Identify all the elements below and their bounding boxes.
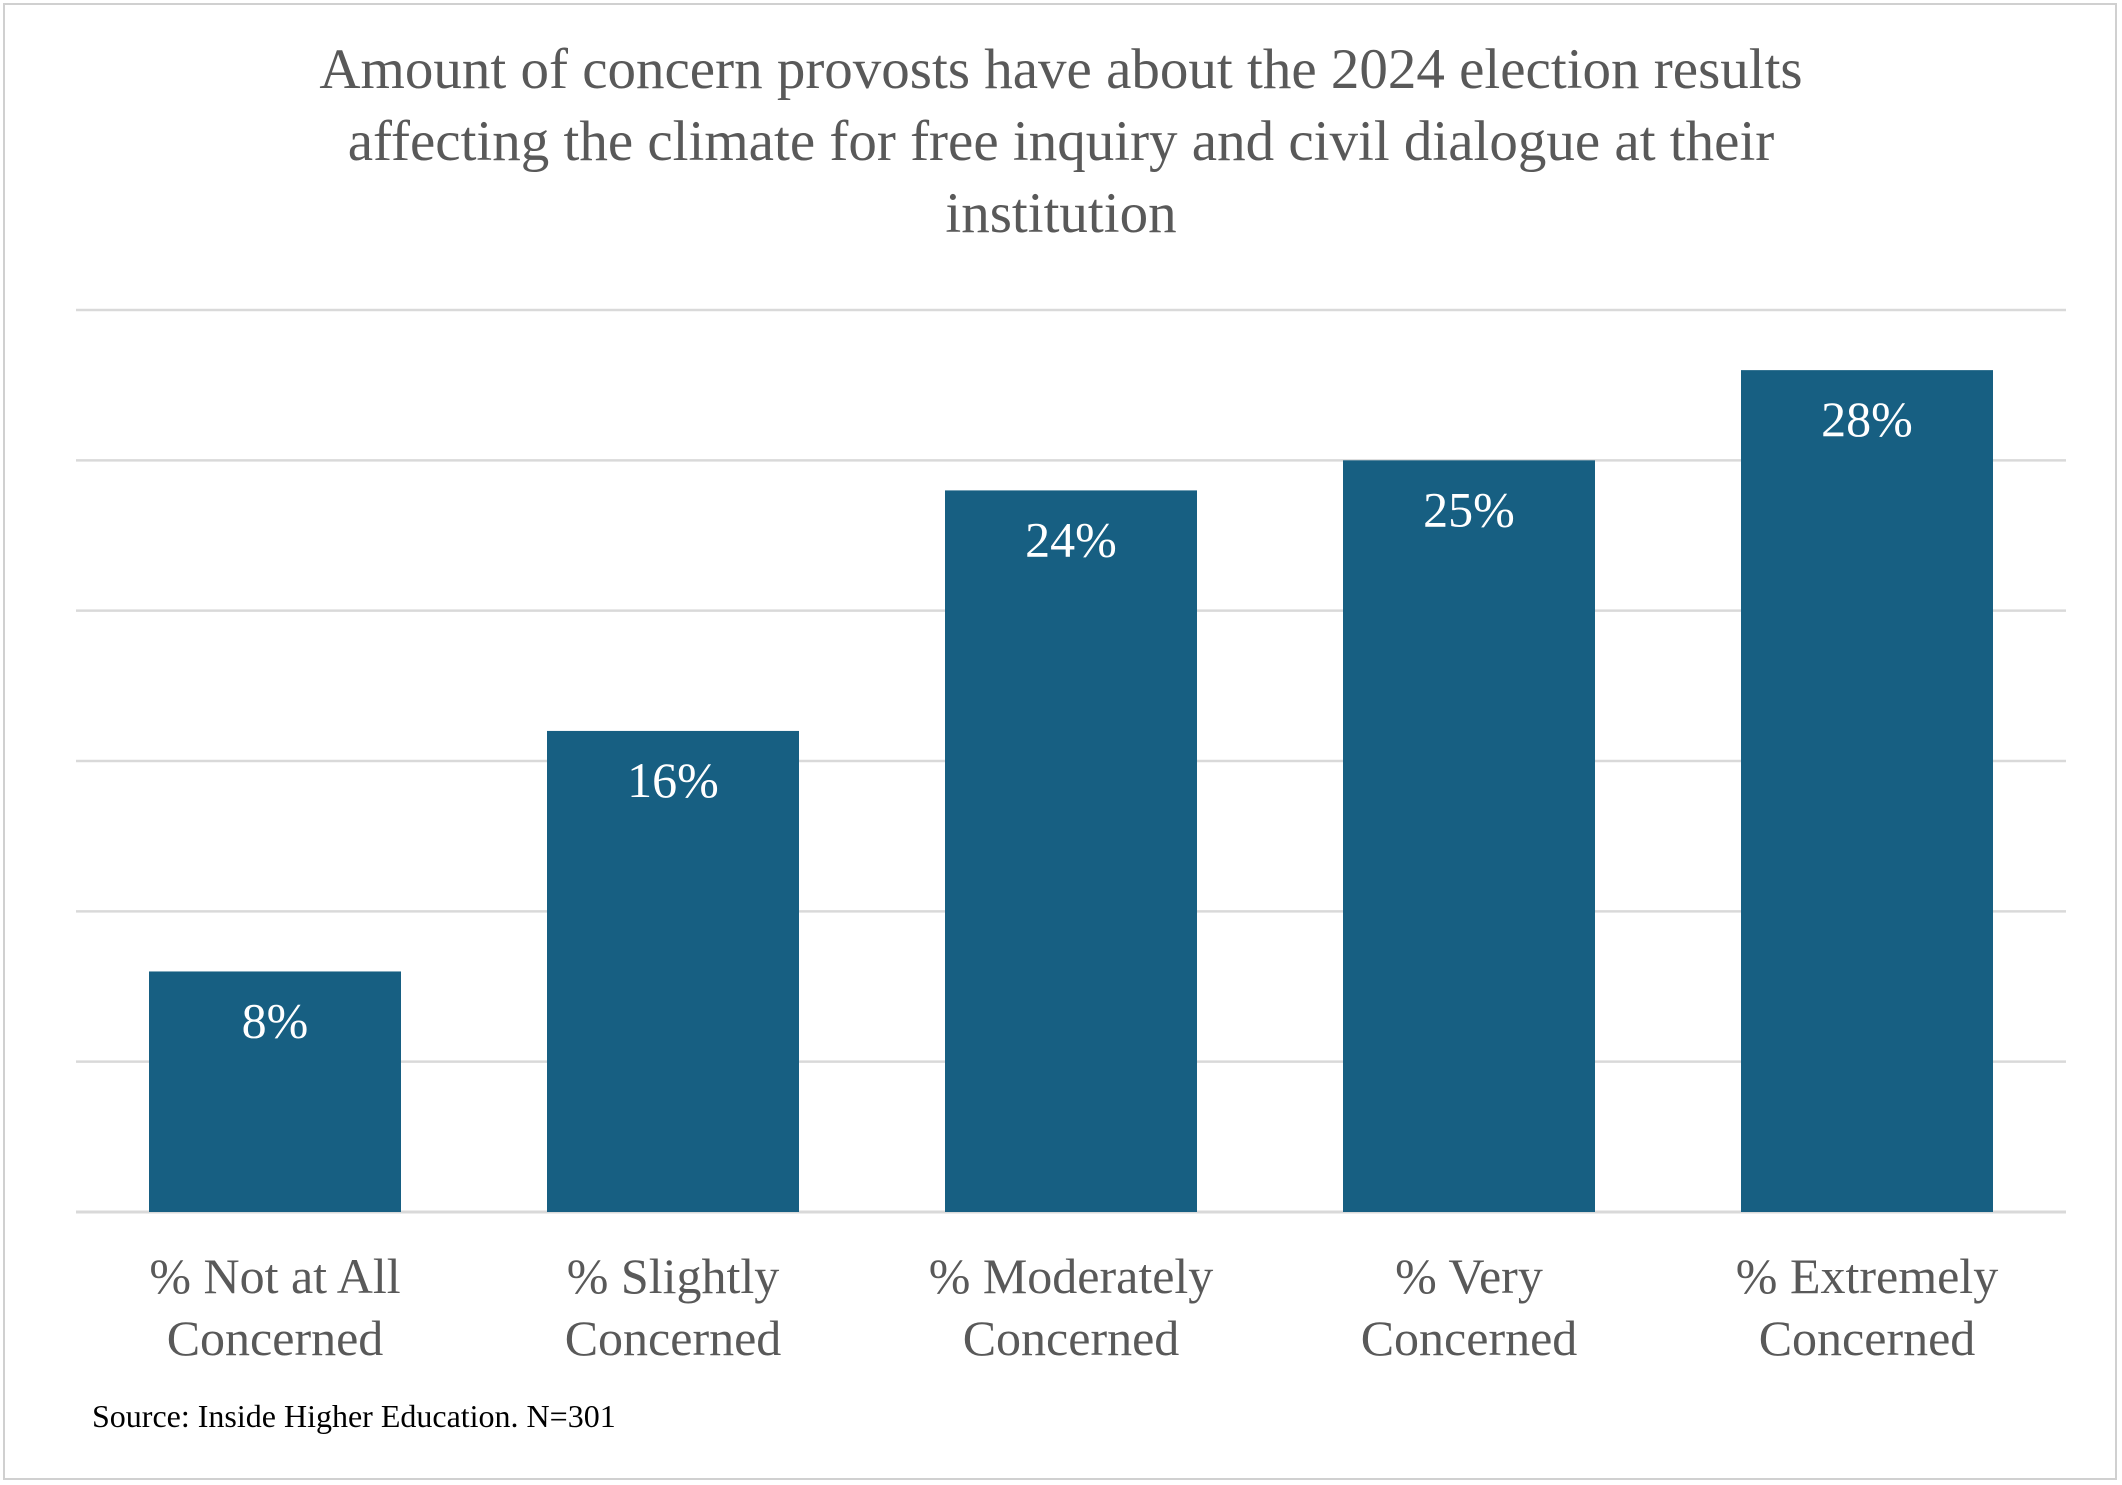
- category-label: Concerned: [565, 1310, 782, 1366]
- data-label: 24%: [1025, 511, 1117, 567]
- bar: [1343, 460, 1595, 1212]
- bar: [1741, 370, 1993, 1213]
- title-line: institution: [945, 182, 1176, 245]
- bar: [149, 971, 401, 1212]
- bar: [945, 490, 1197, 1212]
- source-note: Source: Inside Higher Education. N=301: [92, 1398, 616, 1434]
- data-label: 28%: [1821, 391, 1913, 447]
- category-label: % Slightly: [567, 1248, 780, 1304]
- category-label: % Very: [1395, 1248, 1543, 1304]
- category-label: % Moderately: [929, 1248, 1214, 1304]
- category-label: Concerned: [1361, 1310, 1578, 1366]
- bars: [149, 370, 1993, 1213]
- category-label: % Not at All: [149, 1248, 400, 1304]
- chart-title: Amount of concern provosts have about th…: [319, 38, 1802, 245]
- data-labels: 8% 16% 24% 25% 28%: [242, 391, 1913, 1048]
- data-label: 8%: [242, 992, 309, 1048]
- data-label: 16%: [627, 752, 719, 808]
- data-label: 25%: [1423, 481, 1515, 537]
- category-label: Concerned: [963, 1310, 1180, 1366]
- title-line: affecting the climate for free inquiry a…: [348, 110, 1775, 173]
- category-label: Concerned: [167, 1310, 384, 1366]
- title-line: Amount of concern provosts have about th…: [319, 38, 1802, 101]
- category-label: % Extremely: [1736, 1248, 1998, 1304]
- category-labels: % Not at All Concerned % Slightly Concerned…: [149, 1248, 1998, 1366]
- category-label: Concerned: [1759, 1310, 1976, 1366]
- bar: [547, 730, 799, 1212]
